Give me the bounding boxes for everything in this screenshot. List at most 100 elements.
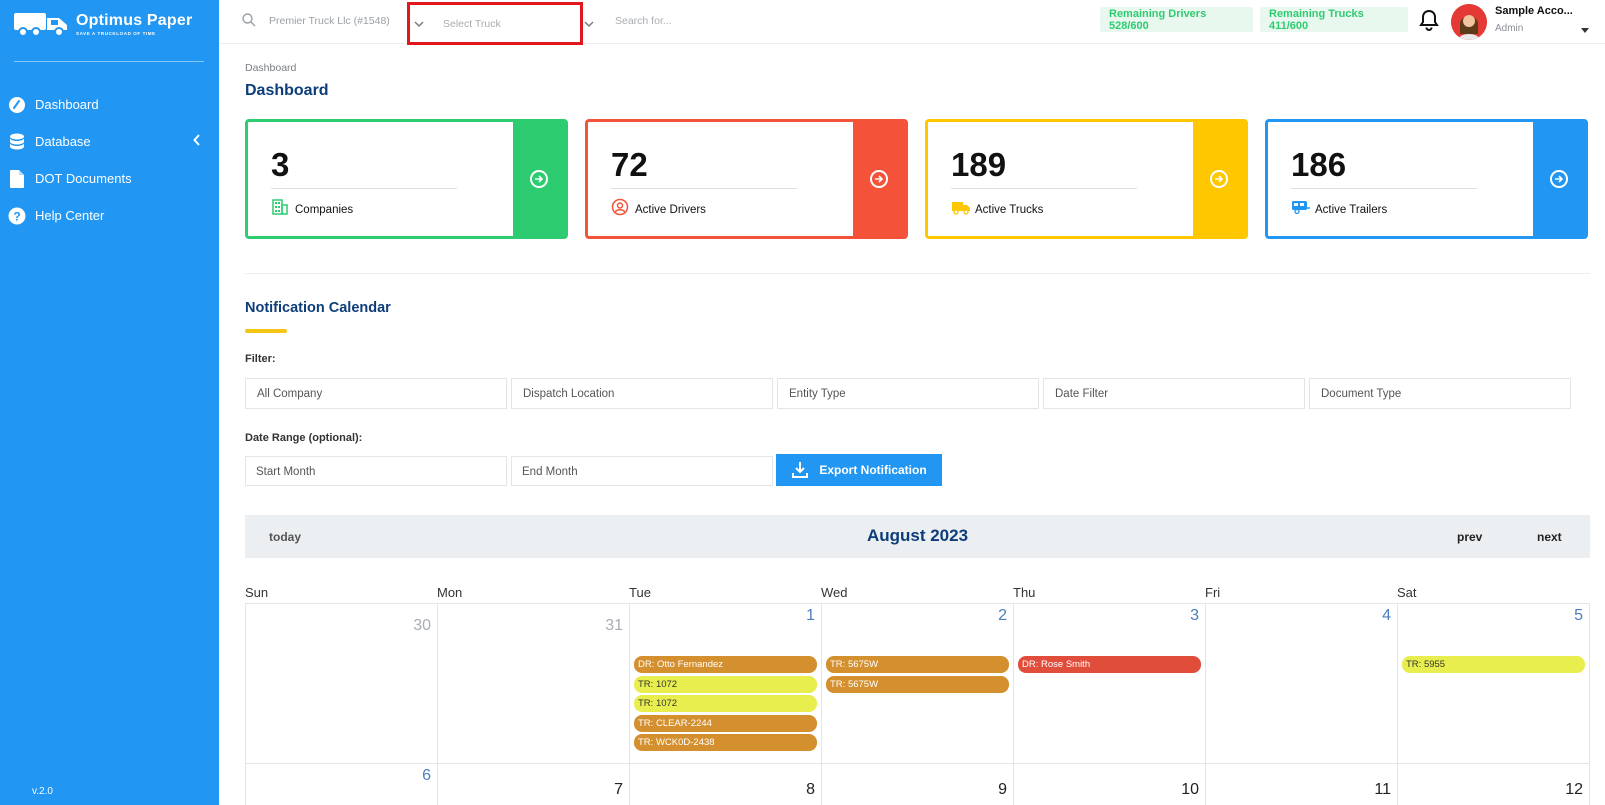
calendar-day-cell[interactable]: 12 (1398, 764, 1590, 805)
sidebar-nav: Dashboard Database DOT Documents ? Help … (0, 86, 219, 234)
day-number[interactable]: 4 (1382, 607, 1391, 624)
weekday-header: Wed (821, 585, 848, 600)
day-number[interactable]: 1 (806, 607, 815, 624)
day-number[interactable]: 6 (422, 767, 431, 784)
sidebar-item-database[interactable]: Database (0, 123, 219, 160)
calendar-day-cell[interactable]: 4 (1206, 604, 1398, 764)
filter-all-company[interactable]: All Company (245, 378, 507, 409)
export-notification-button[interactable]: Export Notification (776, 454, 942, 486)
end-month-input[interactable]: End Month (511, 456, 773, 486)
divider (271, 188, 457, 189)
weekday-header: Thu (1013, 585, 1036, 600)
day-number[interactable]: 5 (1574, 607, 1583, 624)
calendar-event[interactable]: DR: Otto Fernandez (634, 656, 817, 673)
stat-link-active-trailers[interactable] (1533, 122, 1585, 236)
sidebar-item-label: Database (35, 134, 91, 149)
stat-value: 189 (951, 146, 1007, 183)
filter-dispatch-location[interactable]: Dispatch Location (511, 378, 773, 409)
stat-link-active-trucks[interactable] (1193, 122, 1245, 236)
calendar-day-cell[interactable]: 1 DR: Otto Fernandez TR: 1072 TR: 1072 TR: C… (630, 604, 822, 764)
caret-down-icon[interactable] (1581, 28, 1589, 33)
avatar[interactable] (1451, 4, 1487, 40)
calendar-event[interactable]: TR: 1072 (634, 695, 817, 712)
calendar-event[interactable]: TR: CLEAR-2244 (634, 714, 817, 732)
divider (611, 188, 797, 189)
page-title: Dashboard (245, 82, 329, 99)
sidebar-item-label: Dashboard (35, 97, 99, 112)
day-number[interactable]: 2 (998, 607, 1007, 624)
filter-date[interactable]: Date Filter (1043, 378, 1305, 409)
arrow-right-icon (1550, 170, 1568, 188)
user-name[interactable]: Sample Acco... (1495, 5, 1573, 17)
sidebar-item-label: DOT Documents (35, 171, 132, 186)
stat-label: Active Drivers (635, 204, 706, 216)
svg-text:?: ? (13, 209, 20, 223)
company-select[interactable]: Premier Truck Llc (#1548) (269, 15, 390, 27)
calendar-day-cell[interactable]: 2 TR: 5675W TR: 5675W (822, 604, 1014, 764)
calendar-event[interactable]: TR: 5675W (826, 675, 1009, 693)
export-label: Export Notification (819, 463, 927, 477)
day-number[interactable]: 8 (806, 781, 815, 798)
calendar-event[interactable]: TR: 5955 (1402, 656, 1585, 673)
day-number[interactable]: 31 (605, 617, 623, 634)
sidebar-item-dot-documents[interactable]: DOT Documents (0, 160, 219, 197)
day-number[interactable]: 11 (1374, 781, 1391, 798)
calendar-day-cell[interactable]: 6 (246, 764, 438, 805)
calendar-event[interactable]: TR: 1072 (634, 675, 817, 693)
version-label: v.2.0 (32, 786, 53, 797)
calendar-day-cell[interactable]: 11 (1206, 764, 1398, 805)
divider (951, 188, 1137, 189)
stat-value: 72 (611, 146, 648, 183)
sidebar-item-label: Help Center (35, 208, 105, 223)
day-number[interactable]: 7 (614, 781, 623, 798)
calendar-event[interactable]: TR: 5675W (826, 656, 1009, 673)
divider (1291, 188, 1477, 189)
search-input[interactable]: Search for... (615, 15, 672, 27)
section-title: Notification Calendar (245, 300, 391, 316)
stat-card-active-drivers: 72 Active Drivers (585, 119, 908, 239)
calendar-day-cell[interactable]: 10 (1014, 764, 1206, 805)
truck-select[interactable]: Select Truck (407, 2, 583, 45)
day-number[interactable]: 30 (413, 617, 431, 634)
day-number[interactable]: 10 (1181, 781, 1199, 798)
weekday-header: Fri (1205, 585, 1221, 600)
weekday-header: Tue (629, 585, 651, 600)
sidebar-divider (14, 61, 204, 62)
calendar-day-cell[interactable]: 5 TR: 5955 (1398, 604, 1590, 764)
sidebar-item-dashboard[interactable]: Dashboard (0, 86, 219, 123)
breadcrumb[interactable]: Dashboard (245, 62, 297, 74)
bell-icon[interactable] (1419, 9, 1439, 36)
calendar-day-cell[interactable]: 7 (438, 764, 630, 805)
calendar-day-cell[interactable]: 30 (246, 604, 438, 764)
calendar-event[interactable]: DR: Rose Smith (1018, 656, 1201, 673)
top-bar: Premier Truck Llc (#1548) Select Truck S… (219, 0, 1605, 45)
filter-label: Filter: (245, 353, 276, 365)
prev-button[interactable]: prev (1457, 530, 1483, 544)
filter-document-type[interactable]: Document Type (1309, 378, 1571, 409)
sidebar-item-help-center[interactable]: ? Help Center (0, 197, 219, 234)
stat-link-companies[interactable] (513, 122, 565, 236)
chevron-down-icon[interactable] (584, 15, 594, 33)
calendar-day-cell[interactable]: 9 (822, 764, 1014, 805)
filter-entity-type[interactable]: Entity Type (777, 378, 1039, 409)
day-number[interactable]: 3 (1190, 607, 1199, 624)
calendar-day-cell[interactable]: 8 (630, 764, 822, 805)
stat-link-active-drivers[interactable] (853, 122, 905, 236)
calendar-event[interactable]: TR: WCK0D-2438 (634, 734, 817, 751)
day-number[interactable]: 12 (1565, 781, 1583, 798)
calendar-day-cell[interactable]: 31 (438, 604, 630, 764)
remaining-drivers-badge: Remaining Drivers 528/600 (1100, 7, 1253, 32)
brand-logo[interactable]: Optimus Paper SAVE A TRUCKLOAD OF TIME (14, 10, 192, 38)
day-number[interactable]: 9 (998, 781, 1007, 798)
search-icon (242, 13, 256, 32)
building-icon (271, 198, 289, 221)
start-month-input[interactable]: Start Month (245, 456, 507, 486)
truck-select-placeholder: Select Truck (443, 18, 501, 30)
user-circle-icon (611, 198, 629, 221)
weekday-header: Mon (437, 585, 463, 600)
sidebar: Optimus Paper SAVE A TRUCKLOAD OF TIME D… (0, 0, 219, 805)
next-button[interactable]: next (1537, 530, 1562, 544)
today-button[interactable]: today (269, 530, 302, 544)
calendar-day-cell[interactable]: 3 DR: Rose Smith (1014, 604, 1206, 764)
chevron-down-icon[interactable] (414, 15, 424, 33)
